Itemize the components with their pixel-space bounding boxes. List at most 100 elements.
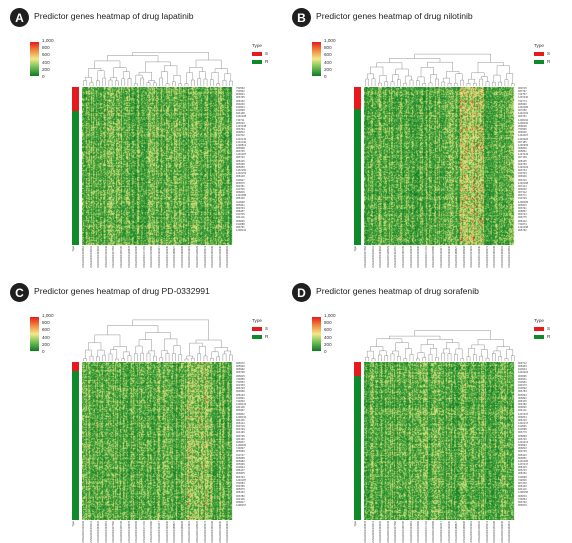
row-label: 905961	[236, 203, 245, 207]
column-label: ENSG00000118523	[478, 521, 481, 543]
column-label: ENSG00000125878	[127, 246, 131, 268]
row-label: 906802	[236, 412, 245, 416]
scale-tick-label: 1,000	[42, 38, 54, 43]
row-label: 908147	[236, 469, 245, 473]
row-label: 905975	[236, 181, 245, 185]
row-label: 910927	[236, 178, 245, 182]
scale-tick-label: 200	[324, 66, 332, 72]
row-label: 924199	[236, 431, 245, 435]
column-label: ENSG00000135111	[371, 521, 375, 543]
row-label: 924110	[236, 216, 245, 220]
scale-tick-label: 400	[324, 334, 332, 340]
row-label: 906834	[518, 415, 527, 419]
row-label: 906804	[236, 131, 245, 135]
scale-tick-label: 0	[42, 73, 45, 79]
row-label: 1240168	[518, 225, 529, 229]
column-label: ENSG00000164902	[97, 246, 101, 268]
type-bar-sensitive	[72, 362, 79, 372]
row-label: 1240203	[518, 165, 529, 169]
scale-tick-label: 0	[324, 348, 327, 354]
row-label: 924106	[236, 497, 245, 501]
row-label: 906891	[518, 396, 527, 400]
color-scale-ticks: 1,000 800 600 400 200 0	[324, 313, 336, 357]
row-label: 1240137	[518, 421, 529, 425]
panel-b: B Predictor genes heatmap of drug nilotin…	[292, 8, 564, 268]
scale-tick-label: 1,000	[324, 313, 336, 318]
row-label: 906962	[236, 368, 245, 372]
column-label: ENSG00000188827	[455, 246, 459, 268]
column-label: ENSG00000156136	[211, 246, 215, 268]
column-label: ENSG00000163631	[500, 246, 504, 268]
row-label: 910688	[236, 222, 245, 226]
legend-title: Type	[252, 43, 262, 48]
column-label: ENSG00000107562	[394, 521, 398, 543]
row-label: 1298200	[236, 444, 247, 448]
legend-title: Type	[252, 318, 262, 323]
row-label: 910706	[236, 213, 245, 217]
row-label: 908469	[518, 365, 527, 369]
row-labels: 905970 905949 906962 909738 906815 724859 7535…	[236, 362, 246, 507]
row-label: 1298194	[518, 118, 529, 122]
row-label: 905953	[236, 165, 245, 169]
row-label: 908133	[236, 393, 245, 397]
column-label: ENSG00000107562	[364, 246, 367, 268]
column-label: ENSG00000123561	[508, 246, 512, 268]
column-label: ENSG00000139445	[447, 521, 451, 543]
row-label: 905949	[236, 365, 245, 369]
sample-type-bar	[72, 362, 79, 520]
panel-a: A Predictor genes heatmap of drug lapatin…	[10, 8, 282, 268]
legend-swatch-sensitive	[252, 51, 262, 56]
row-label: 1240188	[236, 194, 247, 198]
row-label: 906775	[518, 216, 527, 220]
row-label: 1297440	[518, 96, 529, 100]
legend-label-resistant: R	[265, 59, 269, 64]
row-label: 924108	[236, 406, 245, 410]
type-column-label: Type	[354, 521, 357, 527]
row-label: 687797	[518, 90, 527, 94]
row-label: 905967	[236, 409, 245, 413]
row-label: 1240162	[518, 112, 529, 116]
type-bar-resistant	[354, 376, 361, 520]
row-label: 1240187	[236, 478, 247, 482]
row-label: 908145	[518, 466, 527, 470]
row-label: 1298185	[518, 200, 529, 204]
row-label: 907200	[518, 481, 527, 485]
row-label: 908142	[518, 219, 527, 223]
row-label: 906847	[236, 440, 245, 444]
row-label: 906805	[236, 472, 245, 476]
column-label: ENSG00000135111	[371, 246, 375, 268]
row-label: 1240214	[518, 440, 529, 444]
row-label: 906795	[236, 96, 245, 100]
sample-type-bar	[72, 87, 79, 245]
row-label: 1290812	[236, 143, 247, 147]
row-label: 906827	[236, 500, 245, 504]
row-label: 949176	[518, 384, 527, 388]
legend-swatch-sensitive	[252, 326, 262, 331]
expression-heatmap	[364, 87, 516, 245]
legend-label-resistant: R	[547, 334, 551, 339]
row-label: 906839	[236, 219, 245, 223]
legend-title: Type	[534, 318, 544, 323]
row-label: 906868	[236, 456, 245, 460]
legend-swatch-resistant	[534, 59, 544, 64]
type-bar-sensitive	[72, 87, 79, 111]
column-dendrogram	[83, 319, 233, 361]
row-label: 908130	[518, 485, 527, 489]
panel-letter-badge: C	[10, 283, 29, 302]
row-label: 724774	[518, 99, 527, 103]
column-label: ENSG00000118523	[196, 246, 199, 268]
row-label: 724837	[236, 447, 245, 451]
row-label: 910729	[518, 197, 527, 201]
row-label: 906816	[518, 203, 527, 207]
legend-label-sensitive: S	[547, 326, 551, 331]
column-labels: ENSG00000125878 ENSG00000135111 ENSG000001…	[364, 521, 516, 543]
type-bar-resistant	[354, 109, 361, 245]
row-label: 1297442	[518, 153, 529, 157]
legend-title: Type	[534, 43, 544, 48]
column-dendrogram	[83, 52, 233, 86]
row-label: 910698	[518, 475, 527, 479]
row-label: 906694	[518, 393, 527, 397]
color-scale-bar	[312, 42, 321, 76]
row-label: 906819	[518, 494, 527, 498]
row-label: 910951	[518, 380, 527, 384]
